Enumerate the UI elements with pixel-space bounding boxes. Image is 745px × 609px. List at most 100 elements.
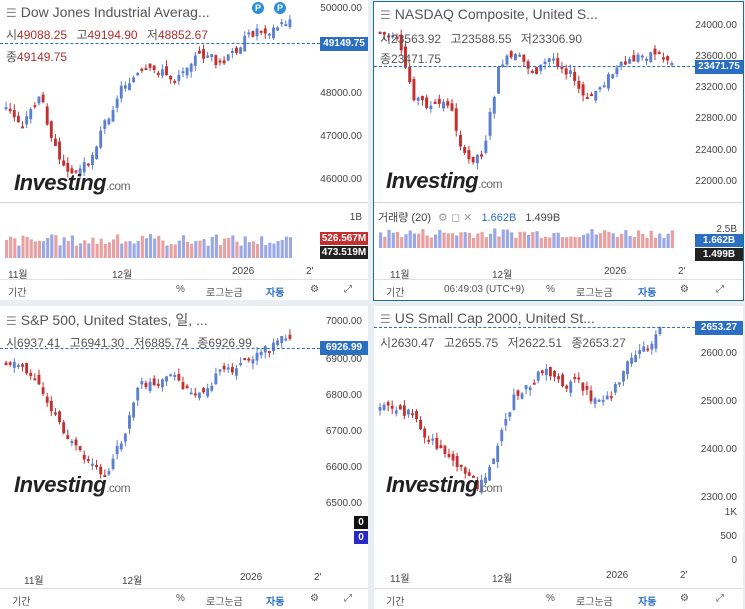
- sp500-title[interactable]: ☰ S&P 500, United States, 일, ...: [6, 312, 208, 328]
- volume-bar: [169, 244, 173, 258]
- volume-bar: [586, 233, 590, 248]
- candle-body: [4, 107, 8, 110]
- candle-body: [25, 116, 29, 125]
- log-scale-button[interactable]: 로그눈금: [576, 597, 613, 608]
- menu-icon[interactable]: ☰: [6, 6, 17, 20]
- candle-body: [513, 53, 517, 61]
- investing-logo: Investing.com: [386, 168, 503, 193]
- log-scale-button[interactable]: 로그눈금: [576, 288, 613, 299]
- candle-body: [95, 465, 99, 468]
- expand-icon[interactable]: ⤢: [344, 284, 352, 295]
- smallcap-price-axis[interactable]: 2600.00 2500.00 2400.00 2300.00 1K 500 0: [700, 348, 737, 566]
- candle-body: [492, 458, 496, 465]
- candle-body: [21, 364, 24, 367]
- nasdaq-title[interactable]: ☰ NASDAQ Composite, United S...: [380, 6, 598, 22]
- chart-panel-sp500[interactable]: ☰ S&P 500, United States, 일, ... 시6937.41…: [0, 306, 368, 609]
- volume-bar: [514, 237, 518, 248]
- nasdaq-price-axis[interactable]: 24000.00 23600.00 23200.00 22800.00 2240…: [695, 20, 737, 187]
- candle-body: [165, 376, 168, 382]
- volume-bar: [247, 242, 251, 258]
- smallcap-chart-canvas[interactable]: [374, 306, 743, 609]
- volume-bar: [284, 236, 288, 258]
- auto-scale-button[interactable]: 자동: [638, 597, 657, 608]
- percent-button[interactable]: %: [546, 593, 555, 604]
- percent-button[interactable]: %: [546, 284, 555, 295]
- candle-body: [99, 130, 103, 148]
- volume-bar: [144, 238, 148, 258]
- candle-body: [386, 402, 390, 406]
- dow-chart-canvas[interactable]: [0, 0, 368, 300]
- volume-bar: [484, 237, 488, 248]
- sp500-price-axis[interactable]: 7000.00 6900.00 6800.00 6700.00 6600.00 …: [325, 316, 362, 509]
- volume-bar: [459, 232, 463, 248]
- volume-bar: [539, 237, 543, 248]
- marker-p-icon[interactable]: P: [252, 2, 264, 14]
- volume-legend[interactable]: 거래량 (20) ⚙ ◻ ✕ 1.662B 1.499B: [378, 212, 561, 224]
- candle-body: [29, 372, 33, 376]
- settings-icon[interactable]: ⚙ ◻ ✕: [438, 212, 473, 224]
- candle-body: [547, 58, 551, 62]
- candle-body: [577, 377, 581, 380]
- menu-icon[interactable]: ☰: [6, 314, 17, 328]
- log-scale-button[interactable]: 로그눈금: [206, 597, 243, 608]
- period-button[interactable]: 기간: [12, 597, 31, 608]
- auto-scale-button[interactable]: 자동: [266, 288, 285, 299]
- candle-body: [239, 363, 243, 366]
- candle-body: [552, 58, 555, 61]
- candle-body: [561, 374, 565, 387]
- volume-bar: [404, 234, 408, 248]
- volume-bar: [46, 237, 50, 258]
- candle-body: [276, 27, 280, 31]
- volume-bar: [79, 243, 83, 258]
- candle-body: [45, 106, 49, 125]
- candle-body: [423, 428, 427, 438]
- volume-bar: [276, 241, 280, 258]
- chart-panel-dow[interactable]: ☰ Dow Jones Industrial Averag... 시49088.2…: [0, 0, 368, 300]
- volume-bar: [412, 233, 417, 248]
- volume-bar: [70, 235, 74, 258]
- volume-bar: [658, 233, 662, 248]
- candle-body: [657, 52, 661, 55]
- gear-icon[interactable]: ⚙: [680, 284, 689, 295]
- gear-icon[interactable]: ⚙: [680, 593, 689, 604]
- percent-button[interactable]: %: [176, 593, 185, 604]
- candle-body: [435, 437, 439, 449]
- dow-title[interactable]: ☰ Dow Jones Industrial Averag...: [6, 4, 210, 20]
- expand-icon[interactable]: ⤢: [716, 593, 724, 604]
- gear-icon[interactable]: ⚙: [310, 593, 319, 604]
- candle-body: [173, 374, 177, 377]
- volume-bar: [476, 233, 480, 248]
- menu-icon[interactable]: ☰: [380, 312, 391, 326]
- volume-bar: [120, 243, 124, 258]
- chart-panel-nasdaq[interactable]: ☰ NASDAQ Composite, United S... 시23563.92…: [373, 1, 744, 301]
- expand-icon[interactable]: ⤢: [716, 284, 724, 295]
- nasdaq-ohlc: 시23563.92 고23588.55 저23306.90: [380, 32, 583, 46]
- dow-price-axis[interactable]: 50000.00 48000.00 47000.00 46000.00: [320, 3, 362, 185]
- auto-scale-button[interactable]: 자동: [638, 288, 657, 299]
- auto-scale-button[interactable]: 자동: [266, 597, 285, 608]
- volume-bar: [527, 235, 531, 248]
- percent-button[interactable]: %: [176, 284, 185, 295]
- volume-bar: [210, 236, 214, 258]
- smallcap-title[interactable]: ☰ US Small Cap 2000, United St...: [380, 310, 595, 326]
- period-button[interactable]: 기간: [386, 597, 405, 608]
- period-button[interactable]: 기간: [386, 288, 405, 299]
- log-scale-button[interactable]: 로그눈금: [206, 288, 243, 299]
- candle-body: [500, 429, 504, 442]
- volume-bar: [186, 241, 190, 258]
- sp500-chart-canvas[interactable]: [0, 306, 368, 609]
- candle-body: [74, 439, 78, 446]
- candle-body: [630, 357, 633, 364]
- period-button[interactable]: 기간: [8, 288, 27, 299]
- candle-body: [415, 410, 418, 419]
- candle-body: [136, 72, 140, 76]
- candle-body: [646, 348, 650, 351]
- marker-p-icon[interactable]: P: [274, 2, 286, 14]
- volume-bar: [66, 241, 70, 258]
- chart-panel-smallcap[interactable]: ☰ US Small Cap 2000, United St... 시2630.4…: [374, 306, 743, 609]
- menu-icon[interactable]: ☰: [380, 8, 391, 22]
- expand-icon[interactable]: ⤢: [344, 593, 352, 604]
- smallcap-current-price-tag: 2653.27: [695, 321, 743, 335]
- candle-body: [520, 393, 524, 399]
- gear-icon[interactable]: ⚙: [310, 284, 319, 295]
